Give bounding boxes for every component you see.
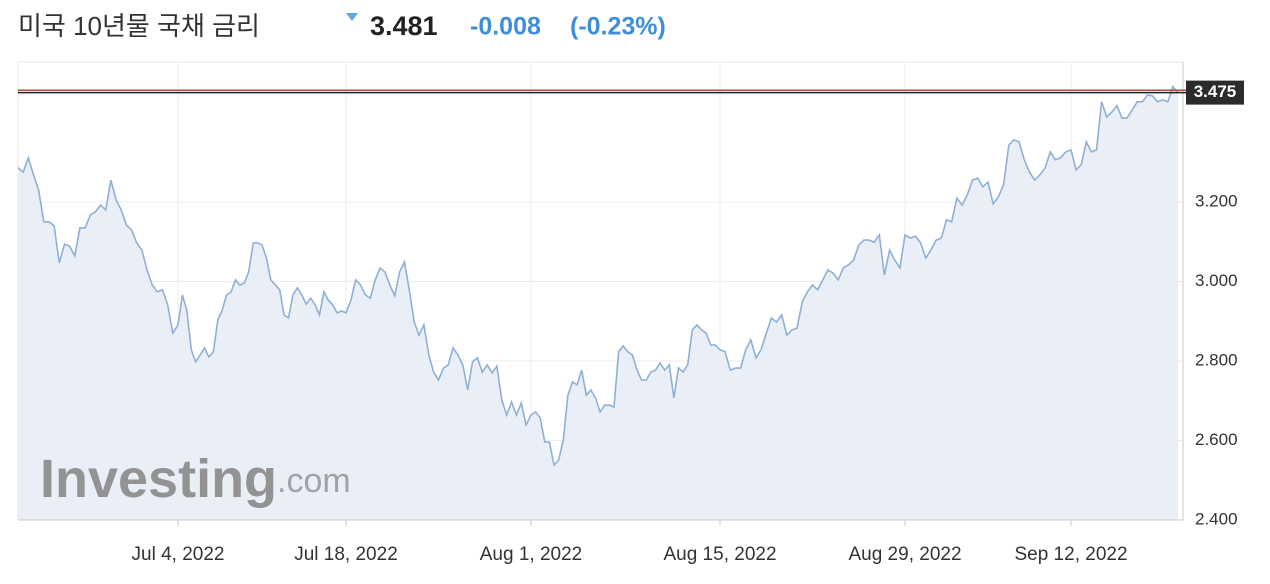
x-tick-label: Aug 29, 2022 [848,544,961,565]
area [18,86,1178,520]
x-tick-label: Jul 18, 2022 [294,544,398,565]
watermark-brand: Investing [40,449,277,509]
watermark-suffix: .com [277,462,351,500]
y-tick-label: 3.200 [1195,191,1238,210]
change-percent: (-0.23%) [570,13,666,41]
x-tick-label: Sep 12, 2022 [1014,544,1127,565]
y-tick-label: 2.600 [1195,430,1238,449]
price: 3.481 [370,11,438,41]
change: -0.008 [470,13,541,41]
line [17,85,1179,467]
last-value-label: 3.475 [1194,82,1237,101]
chart-title: 미국 10년물 국채 금리 [18,11,260,41]
y-tick-label: 3.000 [1195,271,1238,290]
y-tick-label: 2.400 [1195,509,1238,528]
y-tick-label: 2.800 [1195,350,1238,369]
watermark: Investing.com [40,449,351,509]
x-tick-label: Aug 15, 2022 [663,544,776,565]
x-tick-label: Aug 1, 2022 [480,544,582,565]
last-value-box [1186,80,1244,105]
x-tick-label: Jul 4, 2022 [132,544,225,565]
down-arrow-icon [346,13,358,21]
